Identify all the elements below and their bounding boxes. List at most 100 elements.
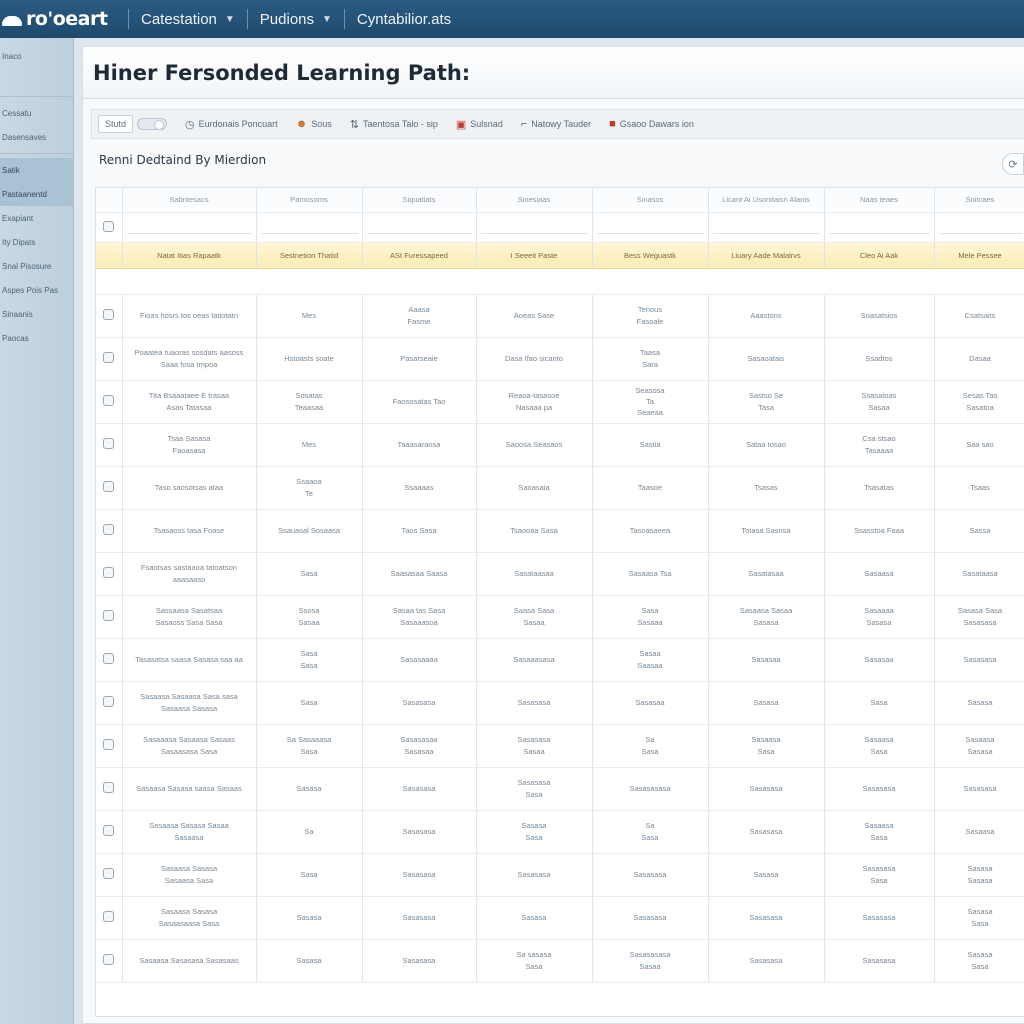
table-row[interactable]: Sasaasa Sasasa Sasaa Sasaasa Sa Sasasasa Sa… bbox=[96, 810, 1024, 854]
view-selector[interactable]: Stutd bbox=[92, 113, 173, 135]
filter-cell[interactable] bbox=[824, 212, 935, 243]
toolbar-item-5[interactable]: ■ Gsaoo Dawars ion bbox=[603, 113, 700, 135]
table-row[interactable]: Sasaasa Sasasasa Sasasaas Sasasa Sasasasa S… bbox=[96, 939, 1024, 983]
column-header[interactable]: Sabntesacs bbox=[122, 188, 257, 213]
column-header[interactable]: Pamosoms bbox=[256, 188, 363, 213]
sidebar-item-label: Snal Pisosure bbox=[2, 261, 52, 271]
table-row[interactable]: Sasaasa Sasasa Sasaasa Sasa Sasa Sasasasa S… bbox=[96, 853, 1024, 897]
filter-cell[interactable] bbox=[362, 212, 477, 243]
table-row[interactable]: Tsaa Sasasa Faoasasa Mes Taaasaraosa Saoosa… bbox=[96, 423, 1024, 467]
table-cell: Sasasasa bbox=[824, 939, 935, 983]
table-cell: Sasasasa bbox=[362, 939, 477, 983]
row-checkbox[interactable] bbox=[103, 567, 115, 578]
sidebar-item-6[interactable]: Exapiant bbox=[0, 206, 73, 230]
column-header[interactable]: Licant Ai Usonitaisn Alanis bbox=[708, 188, 825, 213]
table-cell: Sa Sasaaasa Sasa bbox=[256, 724, 363, 768]
filter-cell[interactable] bbox=[708, 212, 825, 243]
column-header[interactable]: Sinesiaas bbox=[476, 188, 593, 213]
toolbar-item-2[interactable]: ⇅ Taentosa Talo - sip bbox=[344, 113, 444, 135]
row-checkbox[interactable] bbox=[103, 610, 115, 621]
select-all-checkbox[interactable] bbox=[103, 220, 115, 232]
table-cell: Sasaasa Sasasa saasa Sasaas bbox=[122, 767, 257, 811]
nav-menu-0[interactable]: Catestation ▼ bbox=[129, 0, 247, 38]
row-checkbox[interactable] bbox=[103, 868, 115, 879]
row-checkbox[interactable] bbox=[103, 911, 115, 922]
row-select-cell bbox=[96, 337, 123, 381]
row-checkbox[interactable] bbox=[103, 739, 115, 750]
table-cell: Sasaasa Sasa bbox=[824, 724, 935, 768]
row-checkbox[interactable] bbox=[103, 825, 115, 836]
sort-icon: ⇅ bbox=[349, 118, 359, 131]
table-cell: Sasasasa bbox=[592, 853, 709, 897]
row-checkbox[interactable] bbox=[103, 696, 115, 707]
view-select[interactable]: Stutd bbox=[98, 115, 134, 133]
refresh-button[interactable]: ⟳ bbox=[1002, 153, 1024, 175]
table-row[interactable]: Sasaasa Sasasa saasa Sasaas Sasasa Sasasas… bbox=[96, 767, 1024, 811]
sidebar-item-10[interactable]: Sinaanis bbox=[0, 302, 73, 326]
sidebar-item-8[interactable]: Snal Pisosure bbox=[0, 254, 73, 278]
column-header[interactable]: Sinasos bbox=[592, 188, 709, 213]
table-row[interactable]: Tsasaoss tasa Foase Ssauasal Sosaasa Taos … bbox=[96, 509, 1024, 553]
toolbar-item-3[interactable]: ▣ Sulsnad bbox=[450, 113, 509, 135]
row-checkbox[interactable] bbox=[103, 524, 115, 535]
table-cell: Mes bbox=[256, 423, 363, 467]
column-header[interactable]: Naas teaes bbox=[824, 188, 935, 213]
column-header[interactable]: Snitcaes bbox=[934, 188, 1024, 213]
filter-cell[interactable] bbox=[122, 212, 257, 243]
filter-cell[interactable] bbox=[592, 212, 709, 243]
toolbar-item-4[interactable]: ⌐ Natowy Tauder bbox=[515, 113, 597, 135]
table-cell: Sasaasa bbox=[824, 552, 935, 596]
row-checkbox[interactable] bbox=[103, 438, 115, 449]
sidebar-item-5[interactable]: Pastaanentd bbox=[0, 182, 73, 206]
sidebar-item-3[interactable]: Dasensaves bbox=[0, 125, 73, 149]
filter-cell[interactable] bbox=[934, 212, 1024, 243]
row-checkbox[interactable] bbox=[103, 653, 115, 664]
table-cell: Sasasasasa Sasaa bbox=[592, 939, 709, 983]
table-cell: Sasaasa Sasa bbox=[824, 810, 935, 854]
logo-icon bbox=[2, 12, 22, 26]
sidebar-item-label: Ity Dipats bbox=[2, 237, 36, 247]
table-row[interactable]: Fsaotsas sastaaoa tatoatson aaasaaso Sasa… bbox=[96, 552, 1024, 596]
column-header[interactable]: Siquatiats bbox=[362, 188, 477, 213]
sidebar-item-9[interactable]: Aspes Pois Pas bbox=[0, 278, 73, 302]
table-row[interactable]: Sassaasa Sasatsaa Sasaoss Sasa Sasa Ssosa… bbox=[96, 595, 1024, 639]
sidebar-item-2[interactable]: Cessatu bbox=[0, 101, 73, 125]
row-checkbox[interactable] bbox=[103, 782, 115, 793]
group-cell: Sestnetion Thatid bbox=[256, 242, 363, 269]
toolbar-item-label: Natowy Tauder bbox=[531, 119, 592, 129]
view-toggle[interactable] bbox=[137, 118, 168, 130]
nav-menu-1[interactable]: Pudions ▼ bbox=[248, 0, 344, 38]
row-checkbox[interactable] bbox=[103, 481, 115, 492]
table-row[interactable]: Fioas hosrs tos oeas tatiotatn Mes Aaasa F… bbox=[96, 294, 1024, 338]
table-row[interactable]: Poaatea tuaoras sosdats aasoss Saaa fosa… bbox=[96, 337, 1024, 381]
toolbar-item-0[interactable]: ◷ Eurdonais Poncuart bbox=[179, 113, 284, 135]
table-row[interactable]: Tita Bsaaataee E trasaa Asas Tatasaa Sosa… bbox=[96, 380, 1024, 424]
table-cell: Sasa bbox=[256, 681, 363, 725]
filter-icon: ⌐ bbox=[520, 118, 528, 130]
table-cell: Faososatas Tao bbox=[362, 380, 477, 424]
sidebar-item-4[interactable]: Satik bbox=[0, 158, 73, 182]
logo[interactable]: ro'oeart bbox=[0, 8, 128, 30]
row-checkbox[interactable] bbox=[103, 395, 115, 406]
table-row[interactable]: Sasaasa Sasaasa Sasa sasa Sasaasa Sasasa… bbox=[96, 681, 1024, 725]
table-cell: Sasaasa Sasasa Sasaasa Sasa bbox=[122, 853, 257, 897]
table-row[interactable]: Sasaasa Sasasa Sasaasaasa Sasa Sasasa Sasa… bbox=[96, 896, 1024, 940]
table-row[interactable]: Sasaaasa Sasaasa Sasaas Sasaasasa Sasa Sa… bbox=[96, 724, 1024, 768]
row-checkbox[interactable] bbox=[103, 309, 115, 320]
sidebar-item-label: Inaco bbox=[2, 51, 22, 61]
sidebar-item-7[interactable]: Ity Dipats bbox=[0, 230, 73, 254]
table-cell: Sasasa bbox=[256, 896, 363, 940]
table-cell: Poaatea tuaoras sosdats aasoss Saaa fosa… bbox=[122, 337, 257, 381]
group-header-row[interactable]: Natat Itias Rapaatk Sestnetion Thatid AS… bbox=[96, 242, 1024, 269]
filter-cell[interactable] bbox=[256, 212, 363, 243]
table-row[interactable]: Taso saosotsas ataa Ssaaoa Te Ssaaaas Saoas… bbox=[96, 466, 1024, 510]
sidebar-item-0[interactable]: Inaco bbox=[0, 44, 73, 68]
table-row[interactable]: Tasasatsa saasa Sasasa saa aa Sasa Sasa Sa… bbox=[96, 638, 1024, 682]
toolbar-item-1[interactable]: ☻ Sous bbox=[290, 113, 338, 135]
sidebar-item-1[interactable] bbox=[0, 68, 73, 92]
nav-menu-2[interactable]: Cyntabilior.ats bbox=[345, 0, 463, 38]
filter-cell[interactable] bbox=[476, 212, 593, 243]
sidebar-item-11[interactable]: Paocas bbox=[0, 326, 73, 350]
row-checkbox[interactable] bbox=[103, 352, 115, 363]
row-checkbox[interactable] bbox=[103, 954, 115, 965]
